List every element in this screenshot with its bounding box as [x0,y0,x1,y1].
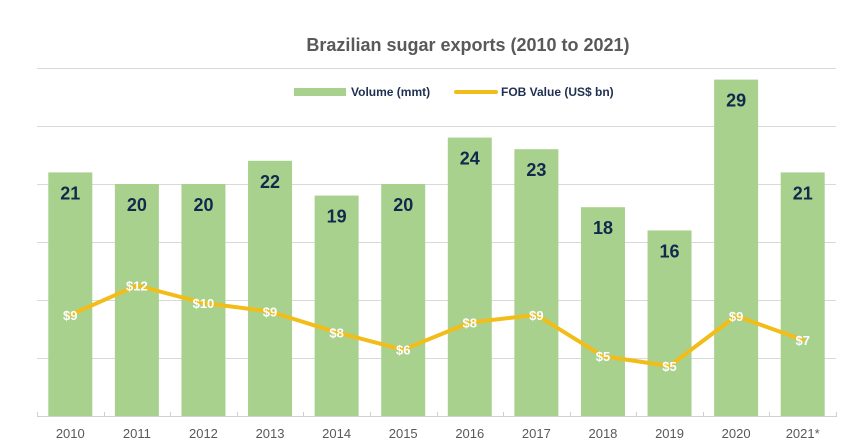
x-axis: 2010 2011 2012 2013 2014 2015 2016 2017 2018 2019… [37,412,837,441]
line-label: $6 [396,343,410,358]
x-tick-label: 2021* [786,426,820,441]
bar-series [48,79,825,416]
bar-2015 [381,184,426,416]
x-tick-label: 2020 [722,426,751,441]
line-label: $8 [463,315,477,330]
line-label: $9 [63,308,77,323]
bar-label: 19 [327,207,347,227]
line-data-labels: $9 $12 $10 $9 $8 $6 $8 $9 $5 $5 $9 $7 [63,279,810,374]
x-tick-label: 2010 [56,426,85,441]
bar-label: 23 [526,160,546,180]
x-tick-label: 2018 [588,426,617,441]
bar-label: 20 [393,195,413,215]
bar-2013 [248,160,293,416]
bar-2018 [580,207,625,416]
bar-2011 [114,184,159,416]
chart-title: Brazilian sugar exports (2010 to 2021) [306,35,629,55]
x-tick-label: 2013 [256,426,285,441]
x-tick-label: 2012 [189,426,218,441]
x-tick-label: 2016 [455,426,484,441]
bar-label: 21 [60,183,80,203]
line-label: $8 [329,325,343,340]
bar-label: 21 [793,183,813,203]
gridlines [37,68,836,359]
bar-label: 29 [726,91,746,111]
bar-label: 20 [193,195,213,215]
bar-2021* [780,172,825,416]
legend-label-fob-value: FOB Value (US$ bn) [501,85,614,99]
x-tick-label: 2017 [522,426,551,441]
line-label: $10 [193,296,215,311]
line-label: $5 [596,349,610,364]
line-series [68,283,805,368]
bar-label: 24 [460,149,480,169]
x-tick-label: 2011 [123,426,151,441]
legend: Volume (mmt) FOB Value (US$ bn) [294,85,614,99]
bar-2010 [48,172,93,416]
bar-label: 16 [660,241,680,261]
line-label: $9 [729,309,743,324]
legend-swatch-volume [294,88,346,96]
fob-value-line [68,283,805,368]
line-label: $7 [795,333,809,348]
line-label: $9 [263,305,277,320]
bar-label: 22 [260,172,280,192]
bar-2017 [514,149,559,416]
legend-label-volume: Volume (mmt) [351,85,430,99]
line-label: $12 [126,279,148,294]
bar-2016 [447,137,492,416]
x-tick-label: 2019 [655,426,684,441]
bar-2019 [647,230,692,416]
line-label: $9 [529,308,543,323]
x-tick-label: 2015 [389,426,418,441]
bar-label: 20 [127,195,147,215]
line-label: $5 [662,359,676,374]
x-tick-label: 2014 [322,426,351,441]
bar-label: 18 [593,218,613,238]
bar-2014 [314,195,359,416]
bar-2020 [714,79,759,416]
bar-data-labels: 21 20 20 22 19 20 24 23 18 16 29 21 [60,91,812,262]
